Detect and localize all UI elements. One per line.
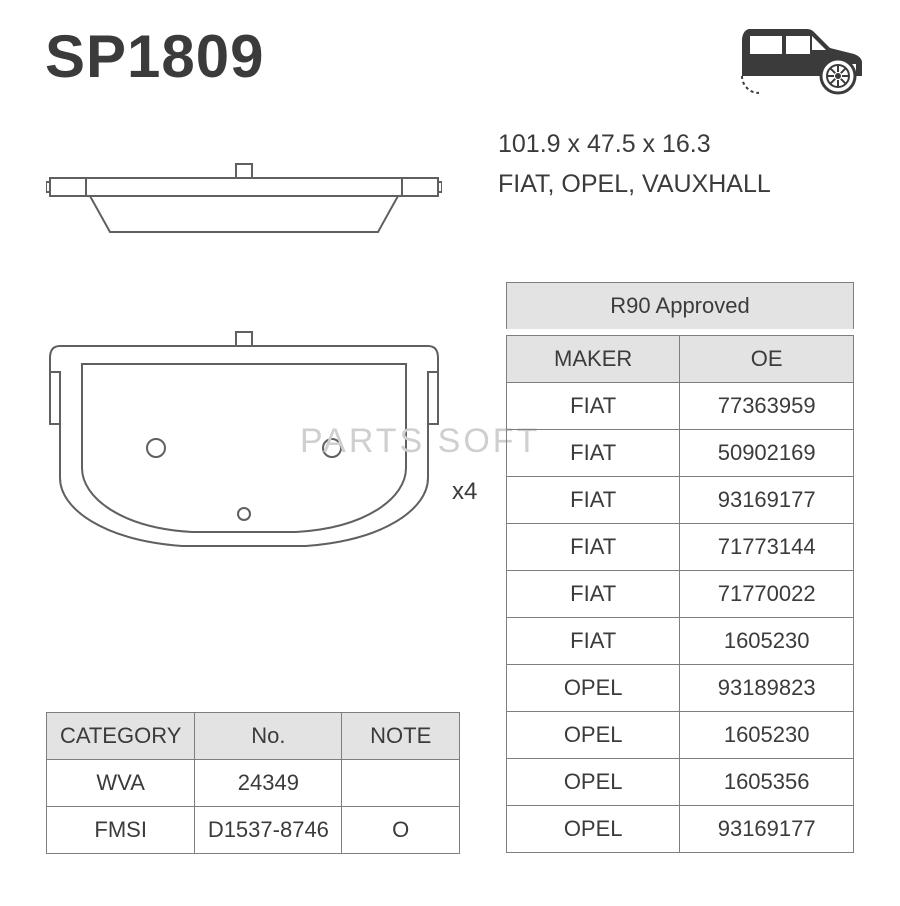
cell bbox=[342, 760, 460, 807]
col-no: No. bbox=[195, 713, 342, 760]
cell: FIAT bbox=[507, 524, 680, 571]
cell: OPEL bbox=[507, 712, 680, 759]
cell: OPEL bbox=[507, 759, 680, 806]
cell: 93189823 bbox=[680, 665, 854, 712]
part-number-title: SP1809 bbox=[45, 22, 265, 91]
cell: 71770022 bbox=[680, 571, 854, 618]
table-row: FIAT71773144 bbox=[507, 524, 854, 571]
cell: FIAT bbox=[507, 618, 680, 665]
cell: 24349 bbox=[195, 760, 342, 807]
cell: 77363959 bbox=[680, 383, 854, 430]
table-row: FIAT71770022 bbox=[507, 571, 854, 618]
col-category: CATEGORY bbox=[47, 713, 195, 760]
category-table: CATEGORY No. NOTE WVA 24349 FMSI D1537-8… bbox=[46, 712, 460, 854]
oe-table-wrap: R90 Approved MAKER OE FIAT77363959 FIAT5… bbox=[506, 282, 854, 853]
cell: 1605230 bbox=[680, 712, 854, 759]
cell: O bbox=[342, 807, 460, 854]
cell: D1537-8746 bbox=[195, 807, 342, 854]
table-row: FIAT77363959 bbox=[507, 383, 854, 430]
col-maker: MAKER bbox=[507, 336, 680, 383]
table-row: WVA 24349 bbox=[47, 760, 460, 807]
cell: 1605230 bbox=[680, 618, 854, 665]
cell: OPEL bbox=[507, 806, 680, 853]
brake-pad-side-diagram bbox=[46, 160, 442, 250]
watermark-text: PARTS SOFT bbox=[300, 422, 540, 461]
cell: FIAT bbox=[507, 477, 680, 524]
table-row: FIAT1605230 bbox=[507, 618, 854, 665]
car-rear-icon bbox=[734, 26, 864, 96]
table-row: OPEL93169177 bbox=[507, 806, 854, 853]
cell: 93169177 bbox=[680, 806, 854, 853]
table-header-row: MAKER OE bbox=[507, 336, 854, 383]
cell: FIAT bbox=[507, 383, 680, 430]
cell: WVA bbox=[47, 760, 195, 807]
col-note: NOTE bbox=[342, 713, 460, 760]
cell: FIAT bbox=[507, 430, 680, 477]
table-row: FMSI D1537-8746 O bbox=[47, 807, 460, 854]
cell: 93169177 bbox=[680, 477, 854, 524]
oe-table: MAKER OE FIAT77363959 FIAT50902169 FIAT9… bbox=[506, 335, 854, 853]
col-oe: OE bbox=[680, 336, 854, 383]
table-row: FIAT93169177 bbox=[507, 477, 854, 524]
table-row: OPEL1605230 bbox=[507, 712, 854, 759]
page: SP1809 bbox=[0, 0, 900, 906]
r90-approved-header: R90 Approved bbox=[506, 282, 854, 329]
cell: 71773144 bbox=[680, 524, 854, 571]
table-row: OPEL1605356 bbox=[507, 759, 854, 806]
cell: OPEL bbox=[507, 665, 680, 712]
table-row: OPEL93189823 bbox=[507, 665, 854, 712]
cell: 50902169 bbox=[680, 430, 854, 477]
dimensions-text: 101.9 x 47.5 x 16.3 bbox=[498, 130, 711, 159]
cell: FIAT bbox=[507, 571, 680, 618]
table-row: FIAT50902169 bbox=[507, 430, 854, 477]
makers-text: FIAT, OPEL, VAUXHALL bbox=[498, 170, 771, 199]
table-header-row: CATEGORY No. NOTE bbox=[47, 713, 460, 760]
quantity-label: x4 bbox=[452, 478, 477, 506]
cell: FMSI bbox=[47, 807, 195, 854]
cell: 1605356 bbox=[680, 759, 854, 806]
